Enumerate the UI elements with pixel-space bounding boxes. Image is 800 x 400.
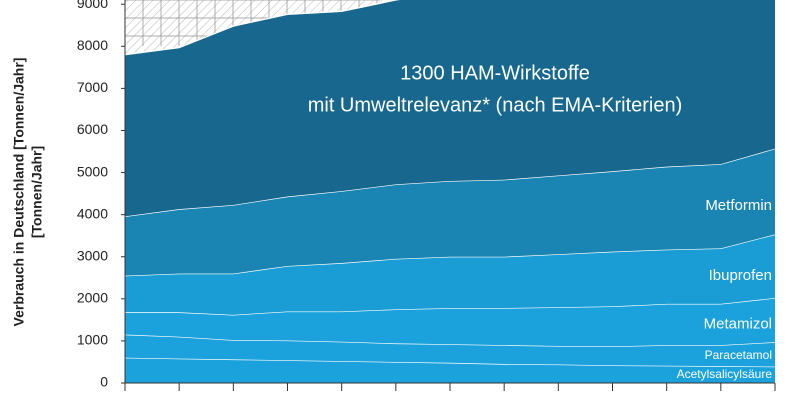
y-tick-label: 8000 — [77, 37, 108, 53]
y-label-line: [Tonnen/Jahr] — [29, 146, 45, 238]
y-tick-label: 4000 — [77, 205, 108, 221]
area — [125, 334, 775, 367]
series-label: Paracetamol — [705, 348, 772, 362]
y-label: Verbrauch in Deutschland [Tonnen/Jahr] [… — [11, 58, 45, 327]
area-edge — [125, 357, 775, 368]
labels: Acetylsalicylsäure Paracetamol Metamizol Ib… — [308, 62, 773, 380]
y-tick-label: 5000 — [77, 163, 108, 179]
series-label: Ibuprofen — [709, 267, 772, 284]
area — [125, 148, 775, 276]
y-tick-label: 6000 — [77, 121, 108, 137]
series-label: mit Umweltrelevanz* (nach EMA-Kriterien) — [308, 94, 683, 116]
area — [125, 297, 775, 347]
series-label: Metamizol — [704, 315, 772, 332]
area — [125, 234, 775, 315]
y-tick-label: 0 — [100, 374, 108, 390]
y-tick-label: 7000 — [77, 79, 108, 95]
series-label: Metformin — [705, 197, 772, 214]
y-tick-label: 1000 — [77, 332, 108, 348]
y-tick-label: 2000 — [77, 290, 108, 306]
area-edge — [125, 297, 775, 316]
area — [125, 0, 775, 217]
area-edge — [125, 0, 401, 56]
y-label-line: Verbrauch in Deutschland [Tonnen/Jahr] — [11, 58, 27, 327]
areas — [125, 0, 775, 383]
series-label: Acetylsalicylsäure — [677, 367, 773, 381]
y-tick-label: 9000 — [77, 0, 108, 11]
y-tick-label: 3000 — [77, 247, 108, 263]
series-label: 1300 HAM-Wirkstoffe — [400, 62, 590, 84]
area — [125, 357, 775, 383]
